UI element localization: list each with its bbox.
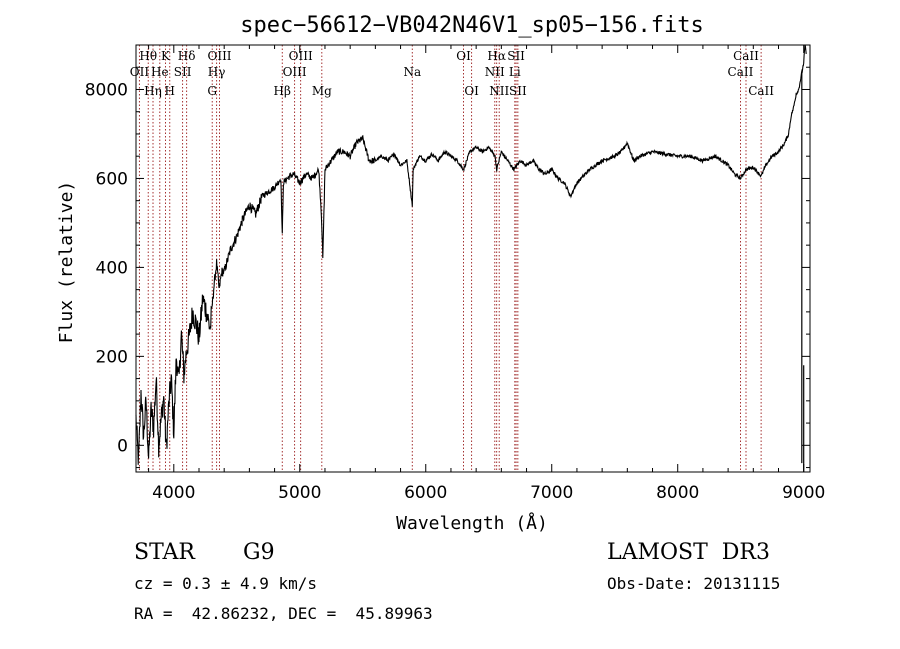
line-marker-label: OI [464,84,479,98]
object-subclass: G9 [243,540,275,565]
line-marker-label: SII [507,49,525,63]
y-tick-label: 200 [96,347,128,367]
spectrum-line [135,44,807,465]
line-marker-label: H [165,84,175,98]
line-marker-label: OII [130,65,150,79]
line-marker-label: Li [509,65,521,79]
line-marker-label: SII [174,65,192,79]
line-marker-label: He [151,65,169,79]
redshift-cz: cz = 0.3 ± 4.9 km/s [134,574,318,593]
y-tick-label: 0 [117,436,128,456]
x-tick-label: 5000 [278,483,321,503]
line-marker-label: NII [489,84,509,98]
line-marker-label: OIII [289,49,313,63]
x-tick-label: 8000 [656,483,699,503]
y-tick-label: 8000 [85,80,128,100]
y-axis-label: Flux (relative) [56,181,77,344]
edge-spikes [801,71,805,472]
line-marker-label: Na [403,65,421,79]
y-tick-label: 400 [96,258,128,278]
y-axis-ticks: 0 200 400 600 8000 [85,44,810,469]
object-class: STAR [134,540,195,565]
line-marker-label: CaII [733,49,759,63]
line-marker-label: OIII [207,49,231,63]
x-axis-label: Wavelength (Å) [396,512,548,534]
line-marker-label: Hγ [208,65,226,79]
line-marker-label: Hη [144,84,162,98]
line-marker-label: G [207,84,217,98]
x-axis-ticks: 4000 5000 6000 7000 8000 9000 [148,45,825,503]
x-tick-label: 6000 [404,483,447,503]
line-marker-label: NII [485,65,505,79]
chart-title: spec−56612−VB042N46V1_sp05−156.fits [240,13,704,38]
coordinates: RA = 42.86232, DEC = 45.89963 [134,604,433,623]
line-marker-label: CaII [748,84,774,98]
line-marker-label: Hα [487,49,506,63]
line-marker-label: OIII [283,65,307,79]
plot-frame [135,44,811,473]
line-marker-label: OI [456,49,471,63]
line-marker-label: K [161,49,171,63]
x-tick-label: 4000 [152,483,195,503]
x-tick-label: 9000 [782,483,825,503]
x-tick-label: 7000 [530,483,573,503]
emission-line-labels: Hθ OII Hη He K H Hδ SII OIII Hγ G OIII OIII Hβ Mg Na OI O… [130,49,775,98]
line-marker-label: SII [509,84,527,98]
survey-name: LAMOST DR3 [607,540,770,565]
line-marker-label: Mg [312,84,332,98]
line-marker-label: Hθ [139,49,157,63]
line-marker-label: CaII [728,65,754,79]
observation-date: Obs-Date: 20131115 [607,574,781,593]
line-marker-label: Hδ [178,49,196,63]
emission-line-markers [138,45,762,472]
line-marker-label: Hβ [274,84,291,98]
y-tick-label: 600 [96,169,128,189]
